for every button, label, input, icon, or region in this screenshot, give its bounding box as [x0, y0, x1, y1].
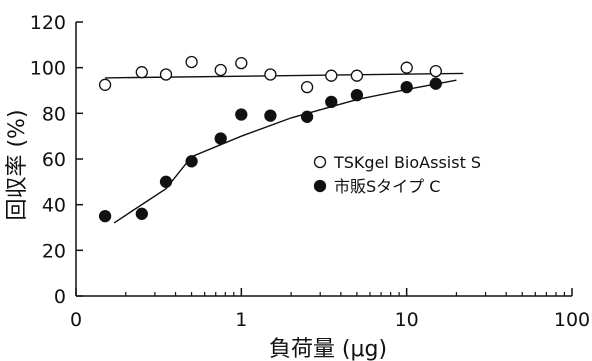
legend: TSKgel BioAssist S 市販Sタイプ C — [313, 153, 481, 196]
data-point-bioassist — [135, 66, 148, 79]
x-tick-label: 100 — [554, 309, 590, 331]
data-point-commercial — [429, 77, 442, 90]
data-point-bioassist — [159, 68, 173, 81]
data-point-commercial — [185, 155, 198, 168]
data-point-bioassist — [264, 68, 277, 81]
x-axis-title: 負荷量 (μg) — [269, 337, 387, 361]
x-ticks: 0 1 10 100 — [70, 288, 590, 331]
data-point-commercial — [235, 108, 248, 121]
data-point-commercial — [400, 80, 413, 94]
trend-line-bioassist — [105, 72, 464, 79]
data-point-bioassist — [185, 55, 198, 69]
data-point-bioassist — [235, 56, 248, 70]
data-point-commercial — [135, 207, 148, 220]
data-point-bioassist — [400, 61, 413, 74]
data-point-commercial — [214, 132, 227, 145]
data-point-bioassist — [325, 69, 338, 82]
y-tick-label: 60 — [42, 149, 66, 171]
legend-marker-filled-circle — [313, 179, 327, 193]
data-point-commercial — [98, 209, 112, 223]
data-point-commercial — [325, 95, 338, 109]
data-point-commercial — [350, 88, 364, 102]
data-point-bioassist — [429, 64, 442, 78]
y-tick-label: 100 — [30, 58, 66, 80]
data-point-bioassist — [214, 63, 227, 77]
x-tick-label: 1 — [235, 309, 247, 331]
legend-label-bioassist: TSKgel BioAssist S — [333, 153, 481, 172]
trend-line-commercial — [113, 79, 457, 224]
legend-marker-open-circle — [313, 155, 327, 169]
legend-label-commercial: 市販Sタイプ C — [334, 177, 440, 196]
trend-lines — [105, 72, 464, 224]
plot-area: 0 20 40 60 80 100 120 0 1 10 100 — [30, 12, 590, 331]
y-tick-label: 20 — [42, 240, 66, 262]
y-tick-label: 40 — [42, 195, 66, 217]
x-tick-label: 0 — [70, 309, 82, 331]
data-points — [98, 55, 442, 223]
y-tick-label: 80 — [42, 103, 66, 125]
x-tick-label: 10 — [395, 309, 419, 331]
data-point-bioassist — [98, 78, 112, 91]
y-tick-label: 120 — [30, 12, 66, 34]
data-point-commercial — [159, 175, 173, 188]
data-point-bioassist — [350, 69, 364, 82]
y-axis-title: 回収率 (%) — [5, 109, 30, 220]
data-point-commercial — [264, 109, 277, 122]
y-tick-label: 0 — [54, 286, 66, 308]
y-ticks: 0 20 40 60 80 100 120 — [30, 12, 83, 308]
data-point-commercial — [300, 110, 314, 123]
data-point-bioassist — [300, 80, 314, 94]
